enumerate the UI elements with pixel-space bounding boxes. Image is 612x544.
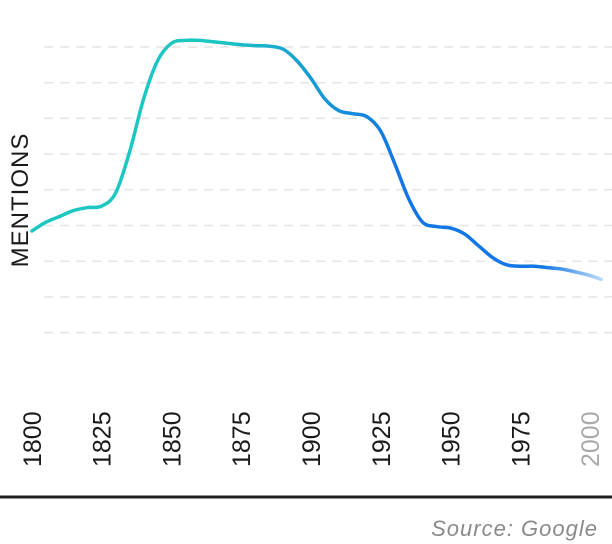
x-tick-label-1925: 1925 xyxy=(368,411,396,467)
series-group xyxy=(30,38,603,282)
x-tick-label-1975: 1975 xyxy=(507,411,535,467)
x-tick-label-2000: 2000 xyxy=(577,411,605,467)
x-axis-ticks: 1800 1825 1850 1875 1900 1925 1950 1975 2000 xyxy=(19,411,605,467)
x-tick-label-1900: 1900 xyxy=(298,411,326,467)
x-tick-label-1950: 1950 xyxy=(438,411,466,467)
series-line-0 xyxy=(30,38,603,282)
x-tick-label-1850: 1850 xyxy=(159,411,187,467)
x-tick-label-1875: 1875 xyxy=(228,411,256,467)
x-tick-label-1800: 1800 xyxy=(19,411,47,467)
y-axis-title: MENTIONS xyxy=(7,133,34,268)
source-label: Source: Google xyxy=(431,516,598,541)
grid-lines xyxy=(44,46,612,334)
x-tick-label-1825: 1825 xyxy=(89,411,117,467)
